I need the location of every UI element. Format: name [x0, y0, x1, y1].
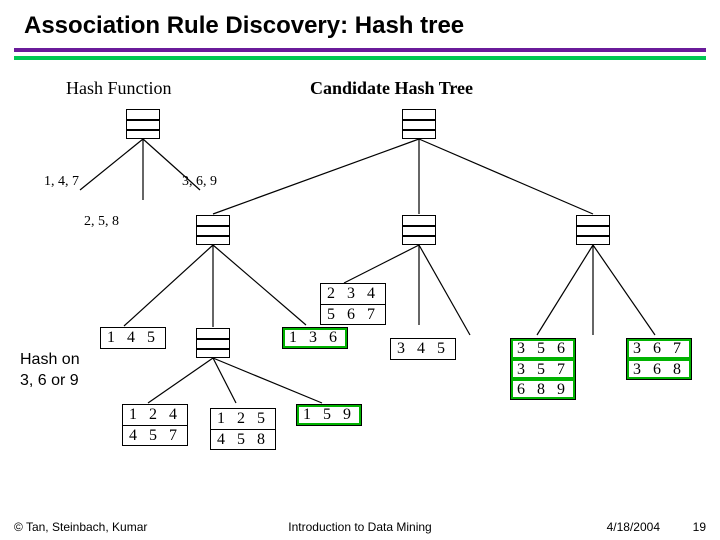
rule-top [14, 48, 706, 52]
hashfn-node [196, 328, 230, 358]
hashfn-node [126, 109, 160, 139]
leaf-box: 1 5 9 [296, 404, 362, 426]
leaf-row: 1 2 4 [123, 405, 187, 425]
leaf-box: 1 4 5 [100, 327, 166, 349]
footer-date: 4/18/2004 [607, 520, 660, 534]
leaf-row: 6 8 9 [511, 379, 575, 399]
leaf-row: 1 5 9 [297, 405, 361, 425]
leaf-box: 2 3 45 6 7 [320, 283, 386, 325]
leaf-row: 1 2 5 [211, 409, 275, 429]
leaf-row: 3 5 6 [511, 339, 575, 359]
rule-bottom [14, 56, 706, 60]
leaf-box: 3 6 73 6 8 [626, 338, 692, 380]
leaf-row: 5 6 7 [321, 304, 385, 324]
leaf-box: 1 3 6 [282, 327, 348, 349]
hashfn-node [196, 215, 230, 245]
leaf-row: 3 5 7 [511, 359, 575, 379]
footer-page-number: 19 [693, 520, 706, 534]
leaf-row: 3 6 8 [627, 359, 691, 379]
hashfn-node [402, 109, 436, 139]
leaf-row: 2 3 4 [321, 284, 385, 304]
leaf-row: 3 6 7 [627, 339, 691, 359]
leaf-row: 3 4 5 [391, 339, 455, 359]
leaf-row: 4 5 7 [123, 425, 187, 445]
leaf-box: 1 2 44 5 7 [122, 404, 188, 446]
leaf-row: 1 3 6 [283, 328, 347, 348]
leaf-row: 1 4 5 [101, 328, 165, 348]
leaf-row: 4 5 8 [211, 429, 275, 449]
leaf-box: 1 2 54 5 8 [210, 408, 276, 450]
leaf-box: 3 5 63 5 76 8 9 [510, 338, 576, 400]
hash-tree-diagram: Hash Function Candidate Hash Tree 1, 4, … [0, 70, 720, 500]
footer-copyright: © Tan, Steinbach, Kumar [14, 520, 147, 534]
hashfn-node [402, 215, 436, 245]
slide-footer: © Tan, Steinbach, Kumar Introduction to … [0, 516, 720, 540]
footer-title: Introduction to Data Mining [288, 520, 431, 534]
hashfn-node [576, 215, 610, 245]
page-title: Association Rule Discovery: Hash tree [0, 0, 720, 48]
leaf-box: 3 4 5 [390, 338, 456, 360]
